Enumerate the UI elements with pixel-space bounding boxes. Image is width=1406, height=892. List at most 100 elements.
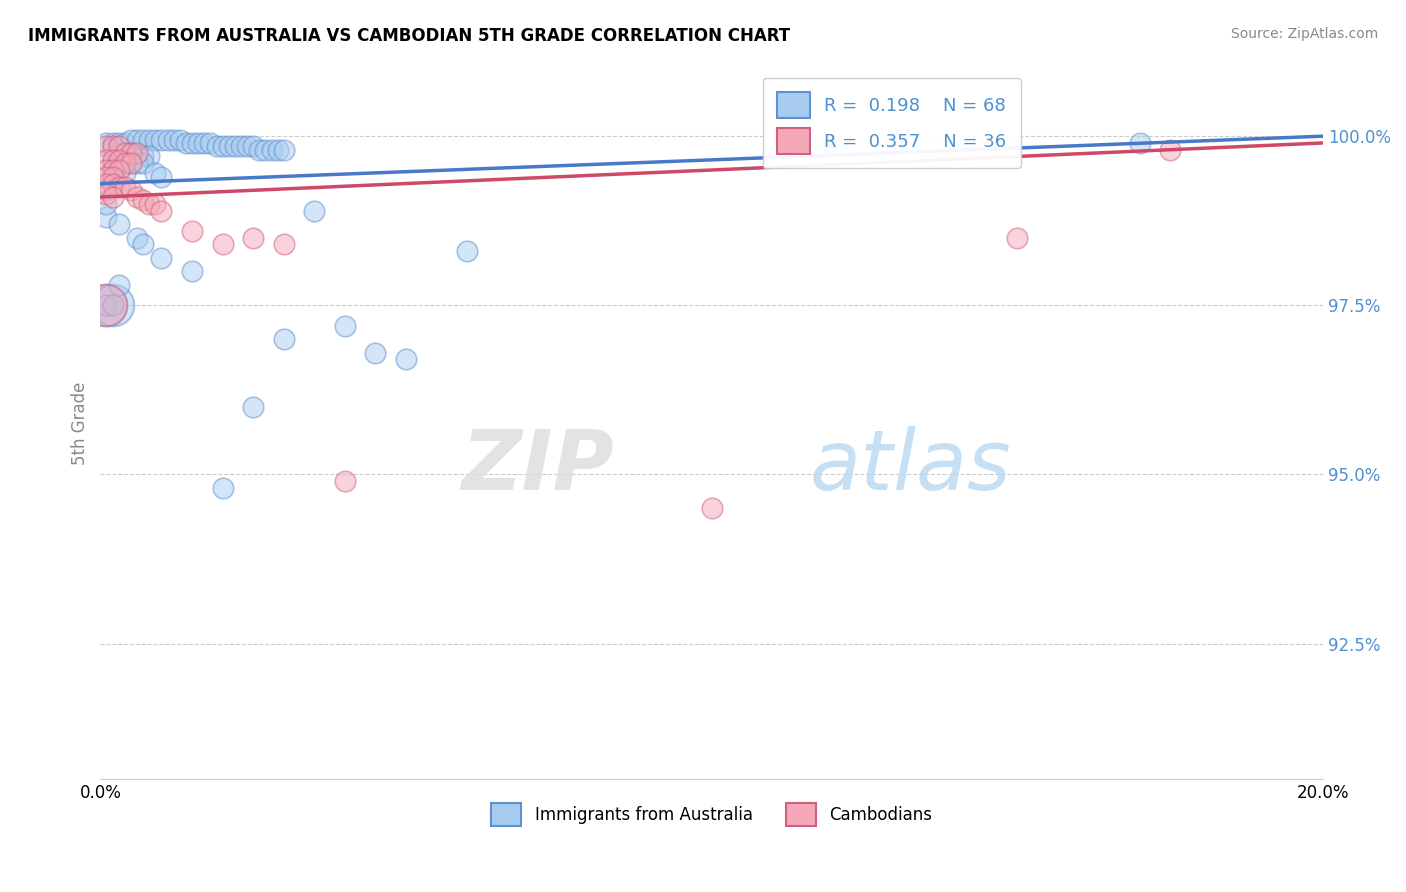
Point: [273, 143, 295, 157]
Point: [273, 332, 295, 346]
Point: [120, 183, 142, 197]
Point: [145, 132, 167, 146]
Point: [242, 400, 264, 414]
Point: [125, 190, 148, 204]
Point: [101, 139, 124, 153]
Point: [120, 132, 142, 146]
Text: Source: ZipAtlas.com: Source: ZipAtlas.com: [1230, 27, 1378, 41]
Point: [260, 143, 283, 157]
Point: [138, 149, 160, 163]
Point: [150, 203, 173, 218]
Point: [132, 156, 155, 170]
Point: [229, 139, 252, 153]
Point: [96, 177, 118, 191]
Point: [333, 318, 356, 333]
Point: [187, 136, 209, 150]
Point: [242, 230, 264, 244]
Point: [181, 136, 204, 150]
Point: [456, 244, 478, 259]
Point: [169, 132, 191, 146]
Point: [101, 298, 124, 312]
Point: [138, 132, 160, 146]
Point: [205, 139, 228, 153]
Point: [224, 139, 246, 153]
Point: [107, 163, 129, 178]
Point: [1159, 143, 1181, 157]
Point: [101, 153, 124, 167]
Point: [132, 132, 155, 146]
Point: [101, 136, 124, 150]
Point: [700, 501, 723, 516]
Point: [132, 237, 155, 252]
Point: [1129, 136, 1152, 150]
Point: [114, 146, 136, 161]
Point: [107, 136, 129, 150]
Point: [107, 278, 129, 293]
Point: [120, 146, 142, 161]
Point: [254, 143, 277, 157]
Point: [107, 217, 129, 231]
Point: [150, 251, 173, 265]
Point: [236, 139, 259, 153]
Point: [120, 156, 142, 170]
Point: [114, 156, 136, 170]
Point: [193, 136, 215, 150]
Point: [96, 139, 118, 153]
Point: [96, 186, 118, 201]
Point: [181, 264, 204, 278]
Point: [125, 132, 148, 146]
Point: [101, 163, 124, 178]
Point: [107, 153, 129, 167]
Point: [101, 177, 124, 191]
Point: [114, 136, 136, 150]
Point: [96, 163, 118, 178]
Point: [96, 153, 118, 167]
Point: [125, 146, 148, 161]
Point: [1007, 230, 1029, 244]
Y-axis label: 5th Grade: 5th Grade: [72, 382, 89, 466]
Point: [96, 197, 118, 211]
Point: [132, 194, 155, 208]
Point: [101, 169, 124, 184]
Text: atlas: atlas: [810, 425, 1011, 507]
Point: [145, 166, 167, 180]
Point: [211, 481, 233, 495]
Point: [114, 156, 136, 170]
Point: [266, 143, 288, 157]
Point: [211, 237, 233, 252]
Point: [364, 345, 387, 359]
Point: [145, 197, 167, 211]
Point: [114, 166, 136, 180]
Point: [333, 474, 356, 488]
Point: [150, 169, 173, 184]
Point: [304, 203, 326, 218]
Point: [125, 156, 148, 170]
Point: [114, 180, 136, 194]
Point: [107, 139, 129, 153]
Point: [395, 352, 418, 367]
Point: [120, 156, 142, 170]
Point: [101, 190, 124, 204]
Point: [96, 298, 118, 312]
Point: [96, 298, 118, 312]
Legend: Immigrants from Australia, Cambodians: Immigrants from Australia, Cambodians: [482, 794, 941, 835]
Text: IMMIGRANTS FROM AUSTRALIA VS CAMBODIAN 5TH GRADE CORRELATION CHART: IMMIGRANTS FROM AUSTRALIA VS CAMBODIAN 5…: [28, 27, 790, 45]
Point: [101, 153, 124, 167]
Point: [163, 132, 186, 146]
Point: [107, 153, 129, 167]
Point: [101, 298, 124, 312]
Point: [96, 169, 118, 184]
Point: [247, 143, 270, 157]
Point: [132, 149, 155, 163]
Point: [120, 146, 142, 161]
Point: [242, 139, 264, 153]
Point: [156, 132, 179, 146]
Point: [273, 237, 295, 252]
Point: [211, 139, 233, 153]
Point: [107, 180, 129, 194]
Point: [125, 230, 148, 244]
Point: [200, 136, 222, 150]
Point: [96, 298, 118, 312]
Point: [218, 139, 240, 153]
Point: [181, 224, 204, 238]
